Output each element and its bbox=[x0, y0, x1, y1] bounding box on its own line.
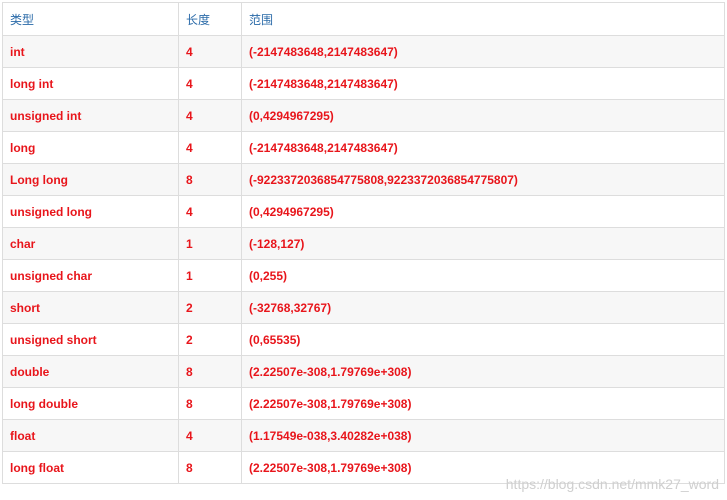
table-row: short 2 (-32768,32767) bbox=[2, 291, 725, 324]
range-cell: (-32768,32767) bbox=[241, 291, 725, 324]
range-cell: (-9223372036854775808,922337203685477580… bbox=[241, 163, 725, 196]
type-cell: float bbox=[2, 419, 179, 452]
type-cell: long bbox=[2, 131, 179, 164]
length-cell: 4 bbox=[178, 35, 242, 68]
header-type: 类型 bbox=[2, 2, 179, 36]
type-cell: int bbox=[2, 35, 179, 68]
type-cell: unsigned short bbox=[2, 323, 179, 356]
range-cell: (-2147483648,2147483647) bbox=[241, 131, 725, 164]
length-cell: 4 bbox=[178, 131, 242, 164]
data-types-table: 类型 长度 范围 int 4 (-2147483648,2147483647) lon… bbox=[2, 2, 725, 484]
range-cell: (0,4294967295) bbox=[241, 99, 725, 132]
length-cell: 8 bbox=[178, 451, 242, 484]
range-cell: (2.22507e-308,1.79769e+308) bbox=[241, 451, 725, 484]
length-cell: 2 bbox=[178, 291, 242, 324]
header-range: 范围 bbox=[241, 2, 725, 36]
table-row: char 1 (-128,127) bbox=[2, 227, 725, 260]
length-cell: 8 bbox=[178, 387, 242, 420]
table-row: long float 8 (2.22507e-308,1.79769e+308) bbox=[2, 451, 725, 484]
table-row: unsigned int 4 (0,4294967295) bbox=[2, 99, 725, 132]
table-row: int 4 (-2147483648,2147483647) bbox=[2, 35, 725, 68]
range-cell: (0,4294967295) bbox=[241, 195, 725, 228]
table-row: long 4 (-2147483648,2147483647) bbox=[2, 131, 725, 164]
type-cell: char bbox=[2, 227, 179, 260]
type-cell: long int bbox=[2, 67, 179, 100]
table-row: long double 8 (2.22507e-308,1.79769e+308) bbox=[2, 387, 725, 420]
range-cell: (0,255) bbox=[241, 259, 725, 292]
length-cell: 1 bbox=[178, 227, 242, 260]
table-row: long int 4 (-2147483648,2147483647) bbox=[2, 67, 725, 100]
length-cell: 4 bbox=[178, 67, 242, 100]
length-cell: 8 bbox=[178, 355, 242, 388]
length-cell: 1 bbox=[178, 259, 242, 292]
range-cell: (0,65535) bbox=[241, 323, 725, 356]
length-cell: 4 bbox=[178, 419, 242, 452]
table-row: float 4 (1.17549e-038,3.40282e+038) bbox=[2, 419, 725, 452]
range-cell: (-128,127) bbox=[241, 227, 725, 260]
length-cell: 4 bbox=[178, 195, 242, 228]
range-cell: (-2147483648,2147483647) bbox=[241, 35, 725, 68]
table-row: Long long 8 (-9223372036854775808,92233720… bbox=[2, 163, 725, 196]
table-row: unsigned long 4 (0,4294967295) bbox=[2, 195, 725, 228]
type-cell: unsigned char bbox=[2, 259, 179, 292]
range-cell: (2.22507e-308,1.79769e+308) bbox=[241, 387, 725, 420]
type-cell: double bbox=[2, 355, 179, 388]
type-cell: long double bbox=[2, 387, 179, 420]
watermark: https://blog.csdn.net/mmk27_word bbox=[505, 476, 719, 492]
length-cell: 8 bbox=[178, 163, 242, 196]
type-cell: unsigned long bbox=[2, 195, 179, 228]
type-cell: Long long bbox=[2, 163, 179, 196]
table-row: unsigned char 1 (0,255) bbox=[2, 259, 725, 292]
range-cell: (-2147483648,2147483647) bbox=[241, 67, 725, 100]
type-cell: unsigned int bbox=[2, 99, 179, 132]
range-cell: (1.17549e-038,3.40282e+038) bbox=[241, 419, 725, 452]
table-row: double 8 (2.22507e-308,1.79769e+308) bbox=[2, 355, 725, 388]
type-cell: short bbox=[2, 291, 179, 324]
length-cell: 4 bbox=[178, 99, 242, 132]
table-header-row: 类型 长度 范围 bbox=[2, 2, 725, 36]
type-cell: long float bbox=[2, 451, 179, 484]
length-cell: 2 bbox=[178, 323, 242, 356]
table-row: unsigned short 2 (0,65535) bbox=[2, 323, 725, 356]
range-cell: (2.22507e-308,1.79769e+308) bbox=[241, 355, 725, 388]
header-length: 长度 bbox=[178, 2, 242, 36]
